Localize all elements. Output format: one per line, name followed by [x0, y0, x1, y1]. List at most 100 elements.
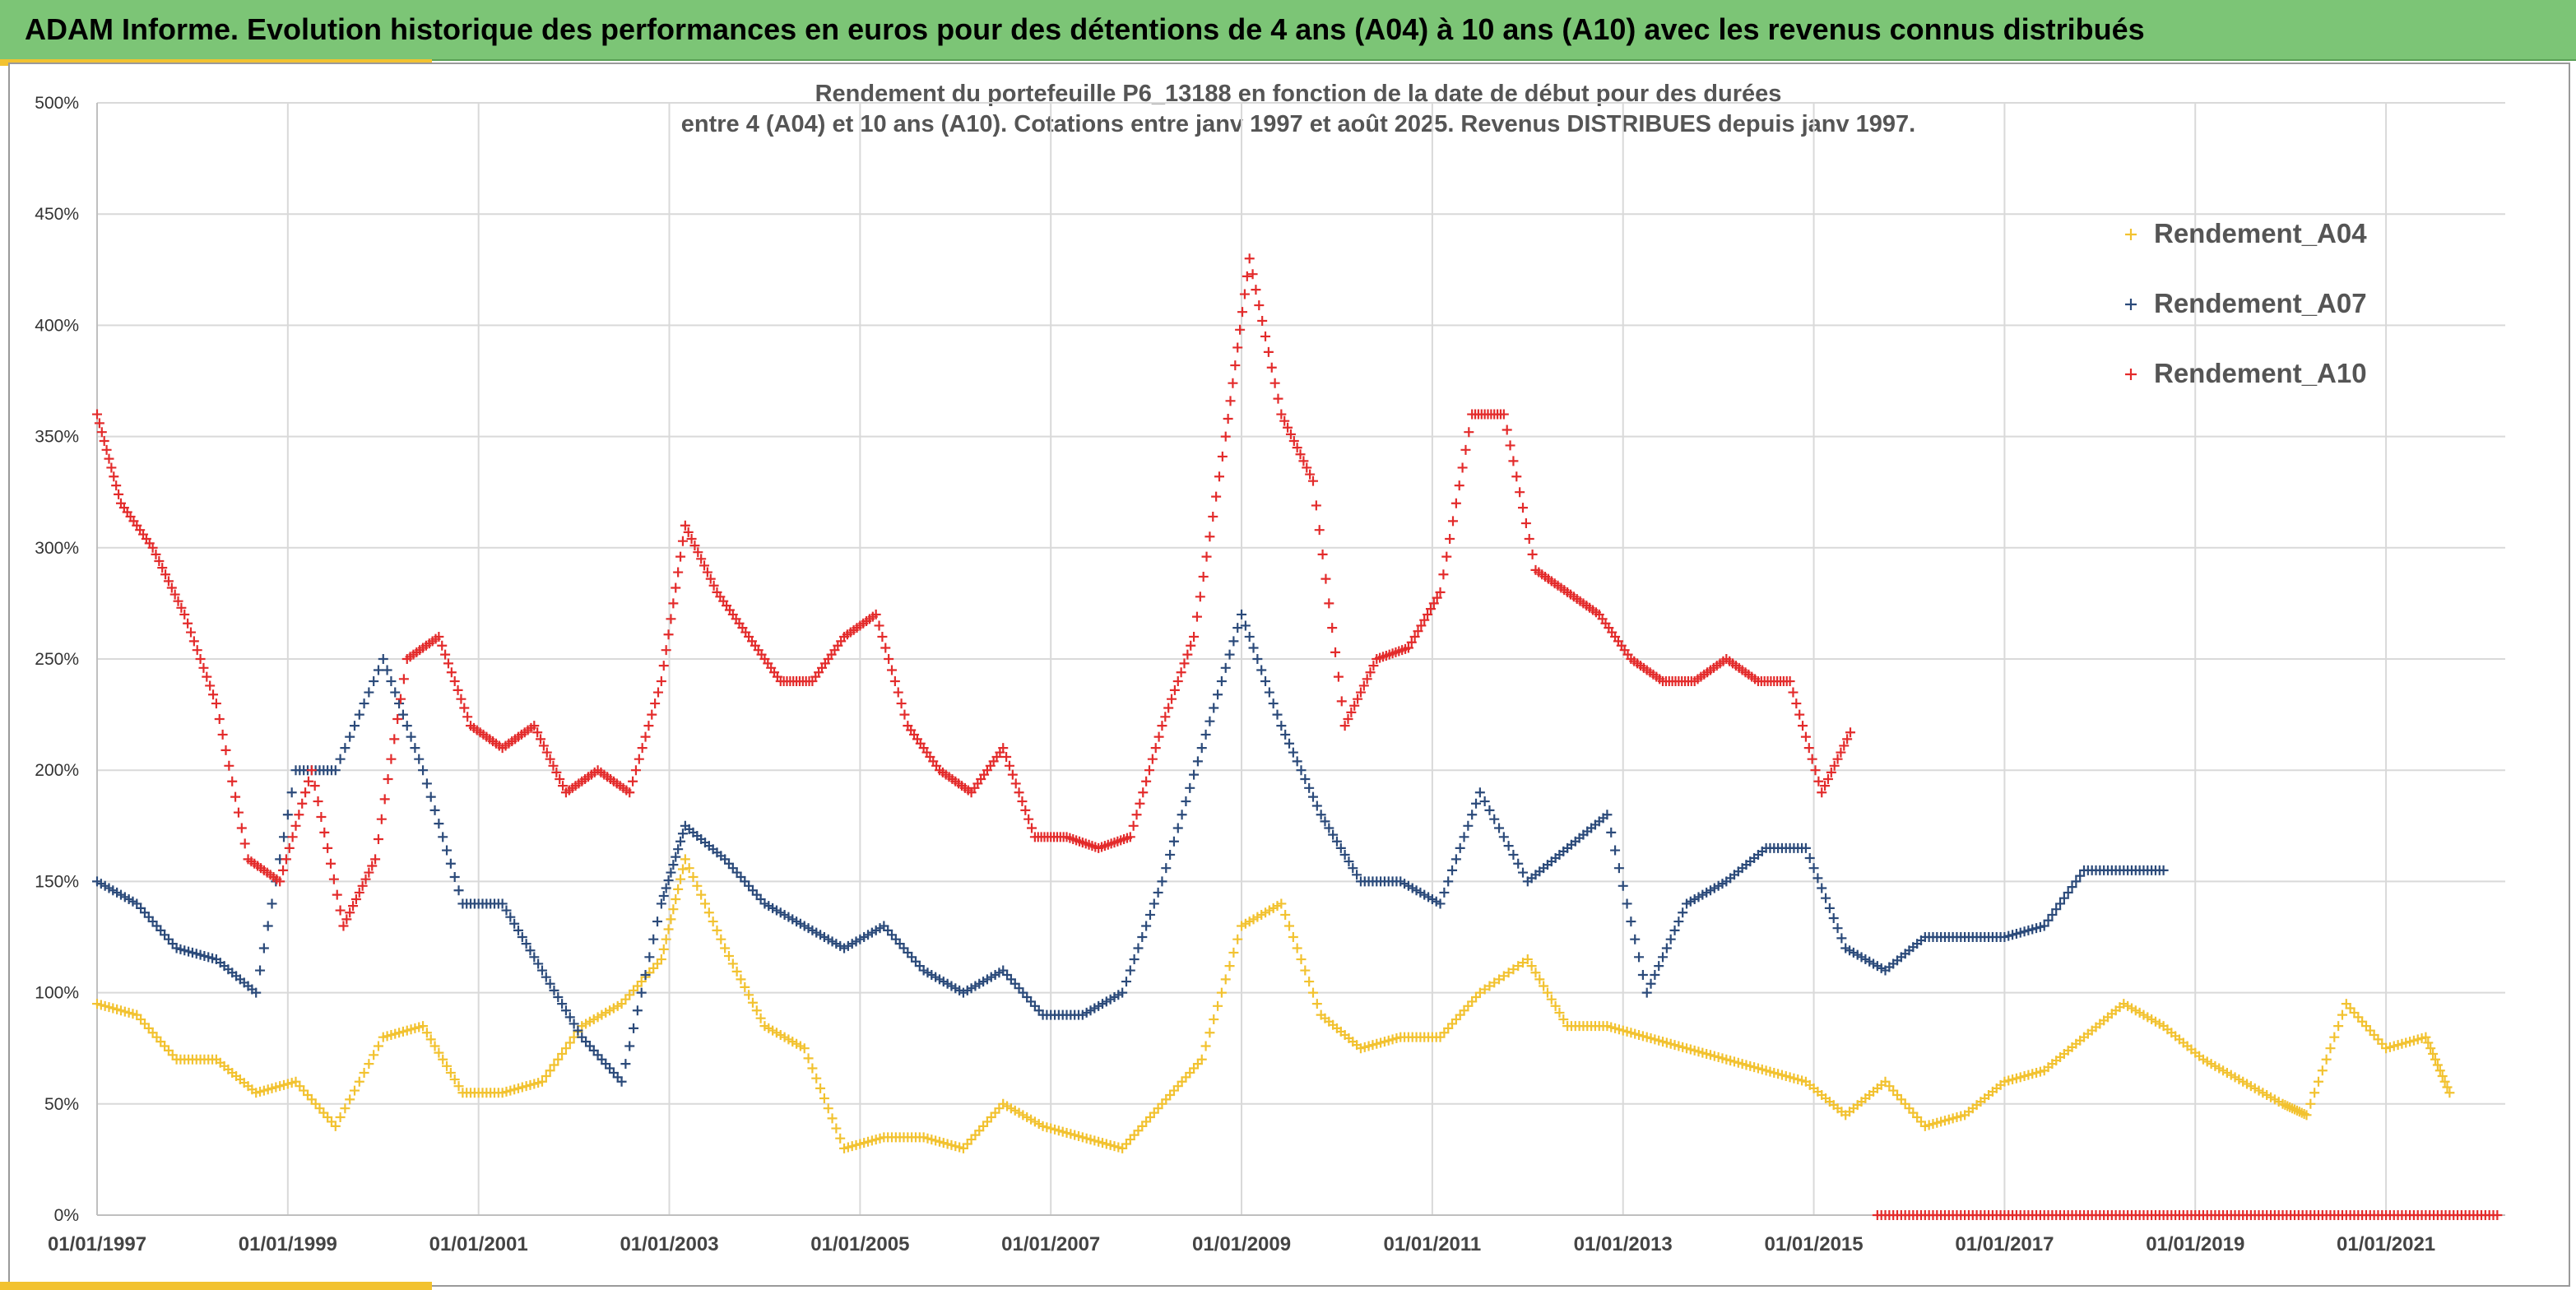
data-point — [1511, 471, 1522, 482]
data-point — [1558, 1014, 1569, 1025]
data-point — [224, 760, 234, 771]
data-point — [1192, 756, 1203, 767]
data-point — [536, 734, 546, 745]
data-point — [569, 1019, 579, 1029]
data-point — [443, 658, 453, 669]
data-point — [634, 754, 644, 764]
data-point — [666, 914, 676, 925]
data-point — [1832, 923, 1843, 934]
data-point — [1121, 977, 1131, 987]
y-tick-label: 0% — [54, 1206, 79, 1225]
data-point — [533, 958, 544, 969]
data-point — [874, 620, 884, 631]
data-point — [692, 880, 703, 891]
data-point — [675, 551, 686, 562]
data-point — [1147, 754, 1158, 764]
data-point — [1503, 841, 1514, 851]
data-point — [1149, 898, 1159, 909]
data-point — [1168, 836, 1179, 847]
data-point — [1276, 898, 1287, 909]
data-point — [1020, 805, 1031, 815]
legend-label: Rendement_A07 — [2154, 288, 2367, 318]
data-point — [1214, 471, 1224, 482]
data-point — [1438, 569, 1449, 580]
data-point — [696, 889, 707, 900]
data-point — [521, 939, 531, 949]
data-point — [1252, 654, 1263, 664]
legend-item: Rendement_A07 — [2125, 288, 2367, 318]
data-point — [166, 582, 177, 593]
data-point — [335, 905, 346, 916]
data-point — [557, 1048, 568, 1059]
data-point — [1208, 511, 1218, 522]
data-point — [220, 745, 231, 755]
data-point — [1007, 769, 1018, 780]
data-point — [359, 1067, 369, 1078]
data-point — [555, 774, 565, 785]
data-point — [1515, 487, 1525, 498]
data-point — [192, 645, 202, 656]
data-point — [1474, 787, 1485, 798]
data-point — [1484, 805, 1495, 815]
data-point — [1311, 999, 1322, 1009]
data-point — [1172, 676, 1183, 687]
data-point — [446, 667, 457, 678]
data-point — [541, 747, 552, 758]
data-point — [1248, 643, 1259, 653]
data-point — [1169, 684, 1180, 695]
data-point — [2329, 1032, 2340, 1042]
data-point — [453, 684, 463, 695]
data-point — [755, 1013, 766, 1023]
data-point — [663, 629, 674, 640]
data-point — [1195, 592, 1205, 602]
data-point — [2321, 1054, 2332, 1065]
data-point — [418, 1021, 429, 1032]
data-point — [1505, 440, 1515, 451]
data-point — [538, 740, 549, 751]
data-point — [1546, 994, 1557, 1005]
data-point — [1447, 865, 1458, 875]
data-point — [1213, 689, 1223, 700]
data-point — [1539, 981, 1549, 991]
data-point — [831, 1123, 842, 1134]
data-point — [338, 921, 349, 931]
data-point — [819, 1093, 829, 1104]
data-point — [1230, 360, 1241, 371]
data-point — [1302, 462, 1312, 473]
data-point — [1224, 649, 1235, 660]
data-point — [1441, 551, 1452, 562]
data-point — [1137, 932, 1148, 942]
data-point — [1807, 754, 1817, 764]
data-point — [1832, 754, 1843, 764]
data-point — [1280, 909, 1291, 920]
data-point — [163, 576, 174, 587]
data-point — [1225, 396, 1236, 406]
data-point — [688, 871, 699, 882]
data-point — [313, 796, 323, 807]
data-point — [350, 894, 361, 905]
data-point — [1409, 631, 1420, 642]
chart-title-line-2: entre 4 (A04) et 10 ans (A10). Cotations… — [681, 111, 1915, 137]
data-point — [877, 631, 888, 642]
data-point — [418, 765, 429, 776]
data-point — [1311, 500, 1321, 511]
data-point — [230, 791, 241, 802]
data-point — [94, 418, 104, 429]
data-point — [1463, 820, 1474, 831]
data-point — [434, 1047, 444, 1058]
data-point — [505, 912, 516, 922]
data-point — [1362, 674, 1372, 684]
data-point — [1550, 1000, 1561, 1011]
data-point — [300, 787, 311, 798]
data-point — [1645, 978, 1656, 989]
data-point — [1339, 721, 1350, 731]
data-point — [727, 958, 738, 969]
data-point — [549, 985, 559, 995]
data-point — [1530, 968, 1541, 978]
data-point — [549, 1060, 559, 1070]
data-point — [1435, 898, 1446, 909]
data-point — [185, 627, 196, 638]
data-point — [675, 874, 686, 884]
data-point — [1196, 1054, 1207, 1065]
data-point — [1129, 954, 1139, 965]
